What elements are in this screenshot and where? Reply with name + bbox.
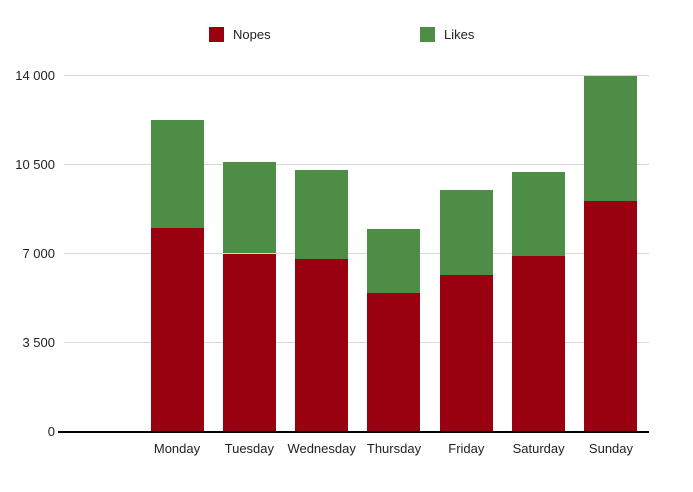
- y-axis-tick-label: 0: [47, 423, 55, 439]
- x-axis-label-tuesday: Tuesday: [224, 441, 275, 456]
- bar-segment-nopes-tuesday: [222, 253, 276, 432]
- gridline-10500: [64, 164, 649, 165]
- legend-item-nopes: Nopes: [209, 27, 271, 42]
- legend-item-likes: Likes: [420, 27, 474, 42]
- bar-segment-likes-tuesday: [222, 161, 276, 254]
- bar-segment-nopes-thursday: [367, 292, 421, 432]
- bar-segment-nopes-wednesday: [295, 258, 349, 432]
- bar-segment-likes-saturday: [512, 172, 566, 257]
- gridline-7000: [64, 253, 649, 254]
- bar-segment-nopes-saturday: [512, 256, 566, 432]
- bar-segment-likes-wednesday: [295, 169, 349, 259]
- bar-segment-nopes-friday: [439, 275, 493, 432]
- x-axis-label-saturday: Saturday: [512, 441, 565, 456]
- bar-segment-nopes-sunday: [584, 201, 638, 432]
- x-axis-label-friday: Friday: [448, 441, 485, 456]
- x-axis-label-sunday: Sunday: [588, 441, 634, 456]
- y-axis-tick-label: 14 000: [15, 67, 55, 83]
- x-axis-label-wednesday: Wednesday: [287, 441, 356, 456]
- nopes-color-swatch-icon: [209, 27, 224, 42]
- x-axis-label-thursday: Thursday: [366, 441, 422, 456]
- bar-segment-likes-monday: [150, 120, 204, 229]
- gridline-14000: [64, 75, 649, 76]
- bar-segment-likes-thursday: [367, 229, 421, 293]
- legend-label-nopes: Nopes: [233, 27, 271, 42]
- chart-legend: Nopes Likes: [0, 27, 693, 47]
- gridline-3500: [64, 342, 649, 343]
- bar-segment-nopes-monday: [150, 228, 204, 432]
- likes-color-swatch-icon: [420, 27, 435, 42]
- bar-segment-likes-sunday: [584, 75, 638, 202]
- x-axis-label-monday: Monday: [153, 441, 201, 456]
- y-axis-tick-label: 10 500: [15, 156, 55, 172]
- y-axis-tick-label: 7 000: [22, 245, 55, 261]
- bar-segment-likes-friday: [439, 189, 493, 276]
- legend-label-likes: Likes: [444, 27, 475, 42]
- x-axis-line: [58, 431, 649, 433]
- y-axis-tick-label: 3 500: [22, 334, 55, 350]
